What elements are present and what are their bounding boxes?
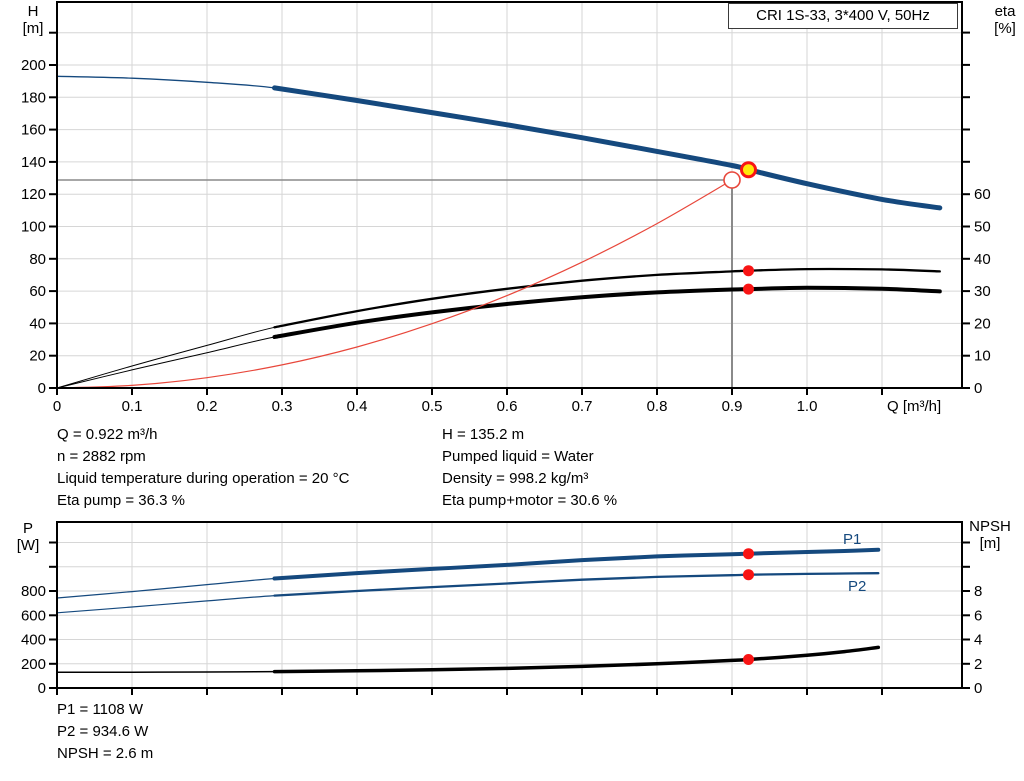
- eta-pump-motor-point-marker: [743, 283, 754, 295]
- pump-head-curve-thick: [272, 85, 943, 211]
- y-left-tick-label: 100: [21, 219, 46, 236]
- y-left-tick-label: 800: [21, 583, 46, 600]
- p2-curve-label: P2: [848, 578, 867, 595]
- operating-data-left: Q = 0.922 m³/h n = 2882 rpm Liquid tempe…: [57, 424, 349, 512]
- y-right-tick-label: 6: [974, 607, 982, 624]
- flow-value: Q = 0.922 m³/h: [57, 426, 158, 443]
- y-left-tick-label: 40: [29, 315, 46, 332]
- x-tick-label: 0.9: [722, 398, 743, 415]
- grid: [57, 2, 962, 388]
- h-axis-label: H [m]: [12, 3, 54, 37]
- y-left-tick-label: 160: [21, 122, 46, 139]
- plot-border: [56, 1, 963, 389]
- duty-point-reference-lines: [57, 179, 733, 388]
- duty-point-marker[interactable]: [723, 171, 741, 189]
- y-right-tick-label: 4: [974, 632, 982, 649]
- x-tick-label: 0.1: [122, 398, 143, 415]
- axis-ticks: 0 200 400 600 800 0 2 4 6 8: [21, 541, 982, 697]
- grid: [57, 522, 962, 688]
- p-axis-label-unit: [W]: [16, 537, 40, 554]
- x-tick-label: 0.3: [272, 398, 293, 415]
- y-left-tick-label: 0: [38, 680, 46, 697]
- p2-power-curve-thick: [273, 572, 880, 597]
- y-right-tick-label: 40: [974, 251, 991, 268]
- y-right-tick-label: 50: [974, 219, 991, 236]
- plot-border: [56, 521, 963, 689]
- npsh-axis-label-unit: [m]: [979, 535, 1001, 552]
- x-tick-label: 0.2: [197, 398, 218, 415]
- npsh-value: NPSH = 2.6 m: [57, 745, 154, 762]
- x-tick-label: 0.4: [347, 398, 368, 415]
- x-tick-label: 0.6: [497, 398, 518, 415]
- p1-power-curve-thick: [272, 547, 881, 581]
- y-right-tick-label: 10: [974, 348, 991, 365]
- eta-pump-curve-thick: [273, 267, 941, 329]
- p1-value: P1 = 1108 W: [57, 701, 144, 718]
- p-axis-label-symbol: P: [22, 520, 33, 537]
- x-axis-unit-label: Q [m³/h]: [887, 398, 941, 415]
- speed-value: n = 2882 rpm: [57, 448, 146, 465]
- head-value: H = 135.2 m: [442, 426, 525, 443]
- npsh-axis-label-symbol: NPSH: [969, 518, 1011, 535]
- y-right-tick-label: 20: [974, 315, 991, 332]
- npsh-point-marker: [743, 654, 754, 665]
- curve-title: CRI 1S-33, 3*400 V, 50Hz: [756, 7, 930, 24]
- eta-axis-label-symbol: eta: [994, 3, 1016, 20]
- p2-value: P2 = 934.6 W: [57, 723, 149, 740]
- liquid-temperature-value: Liquid temperature during operation = 20…: [57, 470, 350, 487]
- y-left-tick-label: 600: [21, 607, 46, 624]
- curve-title-box: CRI 1S-33, 3*400 V, 50Hz: [728, 3, 958, 29]
- y-left-tick-label: 120: [21, 186, 46, 203]
- y-right-tick-label: 2: [974, 656, 982, 673]
- y-left-tick-label: 60: [29, 283, 46, 300]
- duty-system-curve: [56, 179, 733, 389]
- operating-data-bottom: P1 = 1108 W P2 = 934.6 W NPSH = 2.6 m: [57, 699, 153, 765]
- npsh-axis-label: NPSH [m]: [962, 518, 1018, 552]
- head-efficiency-chart: 0 0.1 0.2 0.3 0.4 0.5 0.6 0.7 0.8 0.9 1.0 Q [m³/h] 0…: [21, 1, 991, 415]
- eta-pump-value: Eta pump = 36.3 %: [57, 492, 185, 509]
- y-left-tick-label: 80: [29, 251, 46, 268]
- eta-pump-motor-curve-thick: [272, 285, 942, 339]
- density-value: Density = 998.2 kg/m³: [442, 470, 589, 487]
- y-right-tick-label: 60: [974, 186, 991, 203]
- p2-point-marker: [743, 569, 754, 581]
- y-right-tick-label: 30: [974, 283, 991, 300]
- p1-curve-label: P1: [843, 531, 862, 548]
- y-right-tick-label: 8: [974, 583, 982, 600]
- npsh-curve-thick: [272, 645, 881, 674]
- y-left-tick-label: 200: [21, 57, 46, 74]
- y-left-tick-label: 0: [38, 380, 46, 397]
- eta-pump-point-marker: [743, 265, 754, 277]
- p-axis-label: P [W]: [8, 520, 48, 554]
- eta-pump-motor-value: Eta pump+motor = 30.6 %: [442, 492, 618, 509]
- y-right-tick-label: 0: [974, 380, 982, 397]
- y-left-tick-label: 180: [21, 89, 46, 106]
- pumped-liquid-value: Pumped liquid = Water: [442, 448, 594, 465]
- y-right-tick-label: 0: [974, 680, 982, 697]
- y-left-tick-label: 400: [21, 632, 46, 649]
- power-npsh-chart: 0 200 400 600 800 0 2 4 6 8: [21, 521, 982, 697]
- h-axis-label-symbol: H: [27, 3, 39, 20]
- y-left-tick-label: 200: [21, 656, 46, 673]
- y-left-tick-label: 140: [21, 154, 46, 171]
- x-tick-label: 0.5: [422, 398, 443, 415]
- x-tick-label: 0.7: [572, 398, 593, 415]
- h-axis-label-unit: [m]: [22, 20, 44, 37]
- x-tick-label: 0: [53, 398, 61, 415]
- operating-point-marker[interactable]: [740, 161, 757, 179]
- y-left-tick-label: 20: [29, 348, 46, 365]
- x-tick-label: 1.0: [797, 398, 818, 415]
- eta-axis-label: eta [%]: [986, 3, 1024, 37]
- axis-ticks: 0 0.1 0.2 0.3 0.4 0.5 0.6 0.7 0.8 0.9 1.0 Q [m³/h] 0…: [21, 31, 991, 415]
- operating-data-right: H = 135.2 m Pumped liquid = Water Densit…: [442, 424, 617, 512]
- p2-power-curve: [56, 572, 879, 614]
- eta-axis-label-unit: [%]: [994, 20, 1016, 37]
- x-tick-label: 0.8: [647, 398, 668, 415]
- p1-point-marker: [743, 548, 754, 560]
